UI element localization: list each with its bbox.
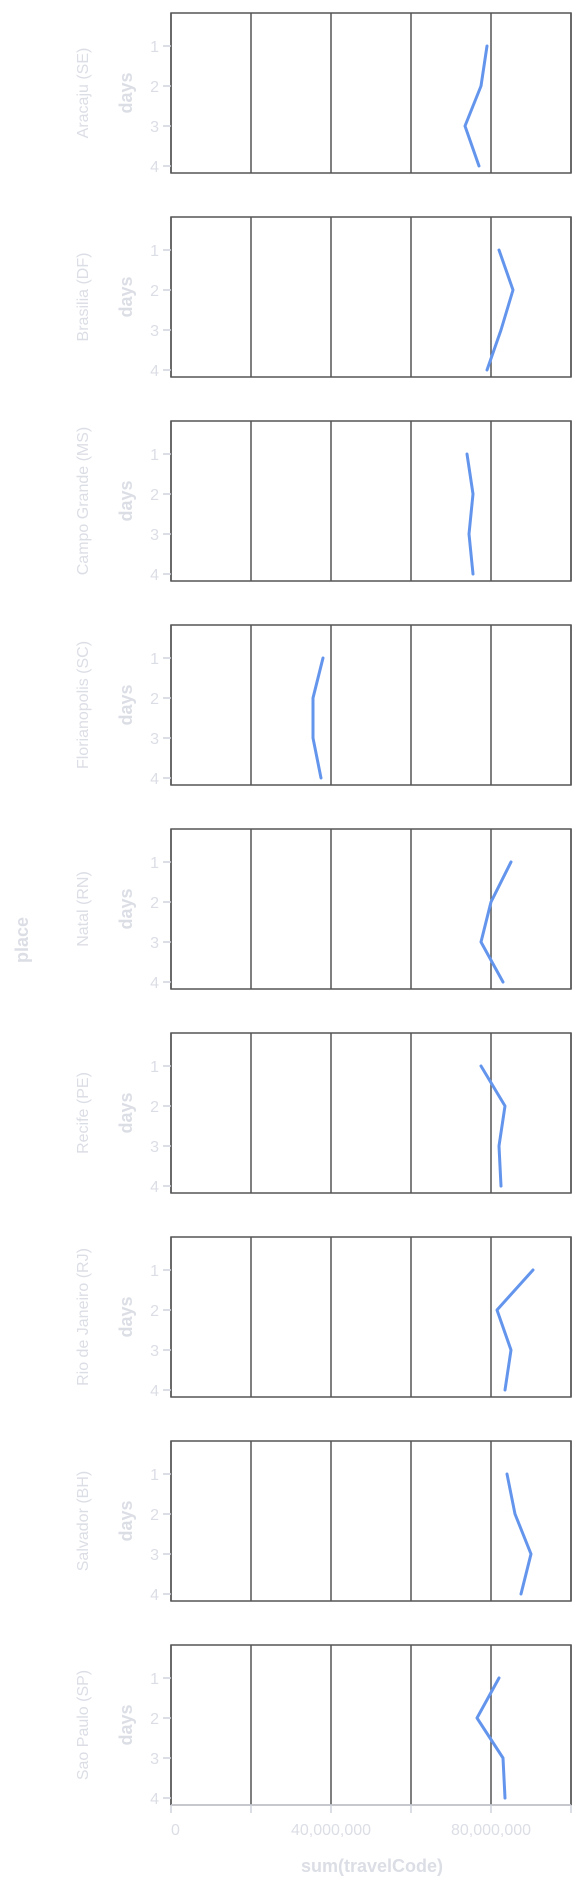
series-line [495,1268,535,1392]
y-tick-label: 4 [150,1791,159,1808]
panel-frame [170,1644,572,1806]
y-axis-title: days [116,1296,136,1337]
facet-label: Brasilia (DF) [75,253,92,342]
y-tick-label: 1 [150,39,159,56]
y-tick-label: 2 [150,1099,159,1116]
y-tick-label: 2 [150,691,159,708]
facet-panel: 1 2 3 4 days Salvador (BH) [75,1440,572,1604]
panel-frame [170,420,572,582]
facet-panel: 1 2 3 4 days Campo Grande (MS) [75,420,572,584]
x-tick-label: 0 [171,1822,180,1839]
y-tick-label: 2 [150,1711,159,1728]
y-tick-label: 2 [150,1507,159,1524]
y-axis-title: days [116,684,136,725]
x-axis-title: sum(travelCode) [301,1856,443,1876]
y-tick-label: 1 [150,447,159,464]
y-tick-label: 4 [150,771,159,788]
series-line [463,44,489,168]
facet-panel: 1 2 3 4 days Rio de Janeiro (RJ) [75,1236,572,1400]
y-tick-label: 4 [150,1179,159,1196]
facet-label: Rio de Janeiro (RJ) [75,1248,92,1386]
series-line [479,860,513,984]
y-tick-label: 3 [150,1139,159,1156]
facet-panel: 1 2 3 4 days Sao Paulo (SP) [75,1644,572,1808]
facet-label: Sao Paulo (SP) [75,1670,92,1780]
panel-frame [170,828,572,990]
facet-panel: 1 2 3 4 days Natal (RN) [75,828,572,992]
y-tick-label: 4 [150,363,159,380]
y-tick-label: 3 [150,527,159,544]
y-tick-label: 4 [150,1383,159,1400]
x-axis: 0 40,000,000 80,000,000 [170,1804,572,1839]
y-tick-label: 1 [150,651,159,668]
series-line [485,248,515,372]
y-axis-title: days [116,1092,136,1133]
y-axis-title: days [116,888,136,929]
y-tick-label: 2 [150,487,159,504]
y-tick-label: 3 [150,1751,159,1768]
panel-frame [170,624,572,786]
y-tick-label: 4 [150,975,159,992]
y-tick-label: 3 [150,1547,159,1564]
facet-label: Aracaju (SE) [75,48,92,139]
facet-panels: 1 2 3 4 days Aracaju (SE) 1 2 3 4 days Brasilia (DF… [75,12,572,1839]
facet-axis-title: place [12,917,32,963]
facet-label: Campo Grande (MS) [75,427,92,576]
facet-panel: 1 2 3 4 days Florianopolis (SC) [75,624,572,788]
series-line [465,452,475,576]
x-tick-label: 40,000,000 [291,1822,371,1839]
y-tick-label: 2 [150,283,159,300]
panel-frame [170,1032,572,1194]
y-tick-label: 2 [150,1303,159,1320]
y-tick-label: 3 [150,935,159,952]
y-axis-title: days [116,1704,136,1745]
facet-label: Salvador (BH) [75,1471,92,1571]
panel-frame [170,12,572,174]
y-tick-label: 3 [150,323,159,340]
y-tick-label: 2 [150,79,159,96]
facet-label: Florianopolis (SC) [75,641,92,769]
series-line [311,656,325,780]
y-tick-label: 4 [150,1587,159,1604]
y-tick-label: 1 [150,1671,159,1688]
y-tick-label: 3 [150,1343,159,1360]
y-tick-label: 1 [150,1059,159,1076]
series-line [475,1676,507,1800]
facet-panel: 1 2 3 4 days Brasilia (DF) [75,216,572,380]
y-tick-label: 1 [150,1263,159,1280]
y-axis-title: days [116,276,136,317]
y-axis-title: days [116,1500,136,1541]
y-axis-title: days [116,72,136,113]
panel-frame [170,1236,572,1398]
facet-panel: 1 2 3 4 days Aracaju (SE) [75,12,572,176]
panel-frame [170,1440,572,1602]
y-tick-label: 4 [150,567,159,584]
series-line [479,1064,507,1188]
y-tick-label: 2 [150,895,159,912]
panel-frame [170,216,572,378]
y-tick-label: 3 [150,119,159,136]
y-tick-label: 4 [150,159,159,176]
y-tick-label: 1 [150,243,159,260]
series-line [505,1472,533,1596]
x-tick-label: 80,000,000 [451,1822,531,1839]
facet-label: Natal (RN) [75,871,92,947]
y-tick-label: 3 [150,731,159,748]
facet-panel: 1 2 3 4 days Recife (PE) [75,1032,572,1196]
y-tick-label: 1 [150,855,159,872]
facet-label: Recife (PE) [75,1072,92,1154]
y-axis-title: days [116,480,136,521]
y-tick-label: 1 [150,1467,159,1484]
